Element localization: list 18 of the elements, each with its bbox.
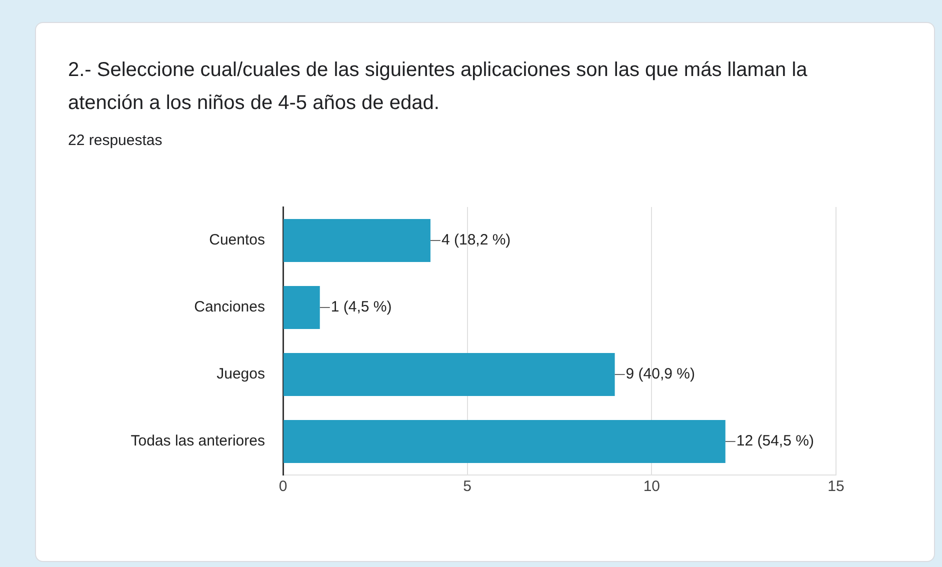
x-tick-label: 10 [643, 478, 660, 496]
data-label: 1 (4,5 %) [330, 298, 392, 316]
data-label: 12 (54,5 %) [736, 432, 814, 450]
chart-title: 2.- Seleccione cual/cuales de las siguientes aplicaciones son las que más llaman la atención a los niños de 4-5 años de edad. [68, 58, 808, 116]
bar [284, 286, 320, 329]
text: 22 respuestas [68, 132, 162, 149]
y-tick-label: Cuentos [209, 232, 265, 249]
y-tick-label: Juegos [216, 366, 265, 383]
y-tick-label: Canciones [194, 298, 265, 316]
x-tick-label: 5 [463, 478, 472, 496]
x-tick-label: 15 [828, 478, 844, 496]
data-label: 4 (18,2 %) [441, 232, 511, 249]
bar [284, 219, 430, 262]
data-label: 9 (40,9 %) [626, 366, 696, 383]
y-tick-label: Todas las anteriores [130, 432, 265, 450]
bar [284, 353, 615, 396]
x-tick-label: 0 [278, 478, 288, 496]
bar [284, 420, 726, 463]
